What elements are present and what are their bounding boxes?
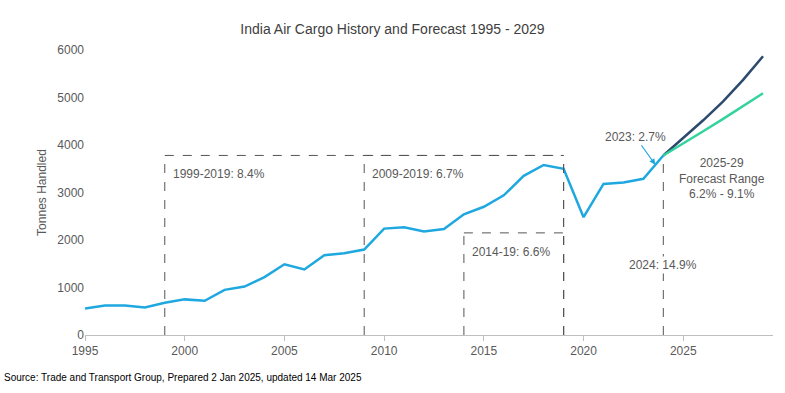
svg-text:2010: 2010 [371,344,398,358]
svg-text:2025-29Forecast Range6.2% - 9.: 2025-29Forecast Range6.2% - 9.1% [679,156,765,201]
svg-text:1995: 1995 [72,344,99,358]
svg-text:2014-19: 6.6%: 2014-19: 6.6% [472,245,550,259]
svg-text:2020: 2020 [570,344,597,358]
svg-text:2024: 14.9%: 2024: 14.9% [629,258,697,272]
svg-text:2000: 2000 [171,344,198,358]
svg-text:2009-2019: 6.7%: 2009-2019: 6.7% [372,167,464,181]
svg-text:1999-2019: 8.4%: 1999-2019: 8.4% [173,167,265,181]
svg-text:0: 0 [77,328,84,342]
svg-text:4000: 4000 [57,138,84,152]
svg-text:5000: 5000 [57,91,84,105]
svg-text:1000: 1000 [57,281,84,295]
svg-text:2000: 2000 [57,233,84,247]
svg-text:2023: 2.7%: 2023: 2.7% [605,130,666,144]
svg-text:2025: 2025 [670,344,697,358]
svg-text:India Air Cargo History and Fo: India Air Cargo History and Forecast 199… [240,21,544,37]
svg-text:Source: Trade and Transport Gr: Source: Trade and Transport Group, Prepa… [4,372,362,383]
svg-text:2005: 2005 [271,344,298,358]
svg-text:2015: 2015 [470,344,497,358]
svg-text:Tonnes Handled: Tonnes Handled [35,149,49,236]
svg-text:3000: 3000 [57,186,84,200]
svg-text:6000: 6000 [57,43,84,57]
